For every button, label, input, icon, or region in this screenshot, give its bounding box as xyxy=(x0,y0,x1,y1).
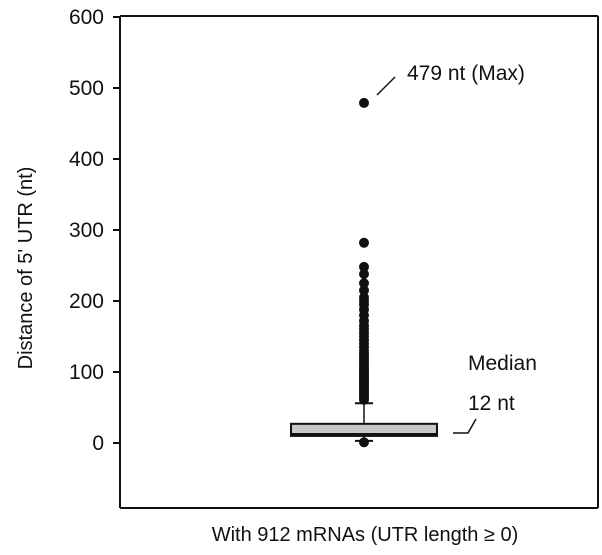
y-tick-label: 400 xyxy=(69,148,104,171)
y-tick-label: 600 xyxy=(69,6,104,29)
max-annotation: 479 nt (Max) xyxy=(407,62,525,85)
outlier-point xyxy=(359,292,369,303)
box-group xyxy=(290,402,438,442)
max-annotation-leader xyxy=(376,76,396,96)
outlier-point xyxy=(359,237,369,248)
median-annotation-value: 12 nt xyxy=(468,392,515,415)
median-annotation-title: Median xyxy=(468,352,537,375)
outlier-points xyxy=(359,97,369,448)
median-annotation-leader xyxy=(453,418,477,434)
y-tick-label: 300 xyxy=(69,219,104,242)
outlier-point xyxy=(359,285,369,296)
outlier-point xyxy=(359,261,369,272)
y-tick-label: 100 xyxy=(69,361,104,384)
y-axis-title: Distance of 5' UTR (nt) xyxy=(15,167,37,370)
x-axis-title: With 912 mRNAs (UTR length ≥ 0) xyxy=(212,524,519,546)
outlier-point xyxy=(359,278,369,289)
outlier-point xyxy=(359,97,369,108)
y-ticks: 0 100 200 300 400 500 600 xyxy=(69,6,120,455)
outlier-point xyxy=(359,269,369,280)
y-tick-label: 200 xyxy=(69,290,104,313)
y-tick-label: 0 xyxy=(92,432,104,455)
y-axis: 0 100 200 300 400 500 600 xyxy=(69,6,121,508)
y-tick-label: 500 xyxy=(69,77,104,100)
outlier-point xyxy=(359,437,369,448)
